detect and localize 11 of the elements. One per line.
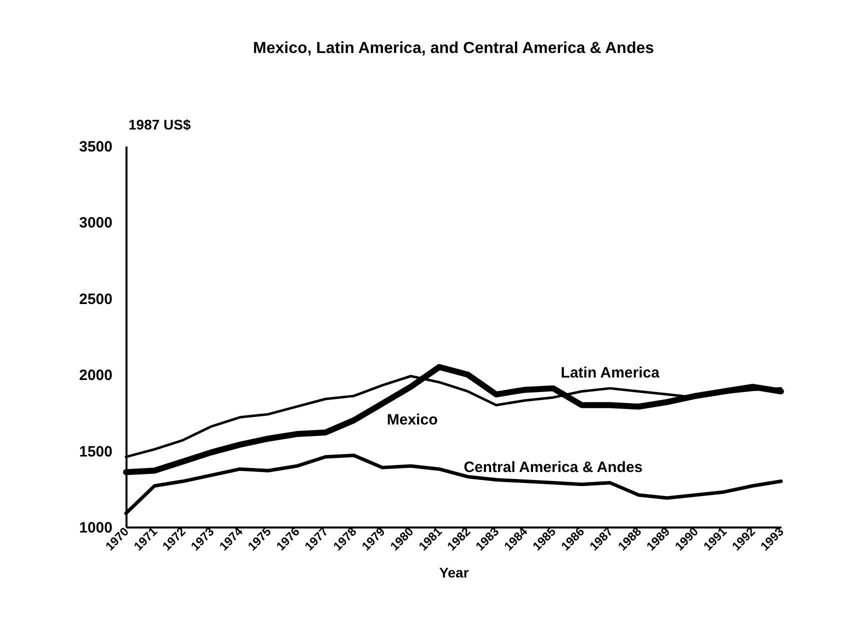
x-axis-title: Year: [439, 564, 470, 581]
y-tick-label: 3500: [79, 138, 112, 156]
series-label: Latin America: [560, 364, 660, 382]
series-label: Mexico: [386, 412, 438, 429]
y-tick-label: 2500: [79, 290, 112, 308]
y-tick-label: 1500: [79, 443, 112, 460]
y-tick-label: 3000: [79, 214, 112, 232]
y-tick-label: 2000: [79, 367, 112, 384]
chart-title: Mexico, Latin America, and Central America & Andes: [252, 40, 654, 57]
y-axis-title: 1987 US$: [128, 116, 191, 132]
series-label: Central America & Andes: [464, 458, 643, 476]
